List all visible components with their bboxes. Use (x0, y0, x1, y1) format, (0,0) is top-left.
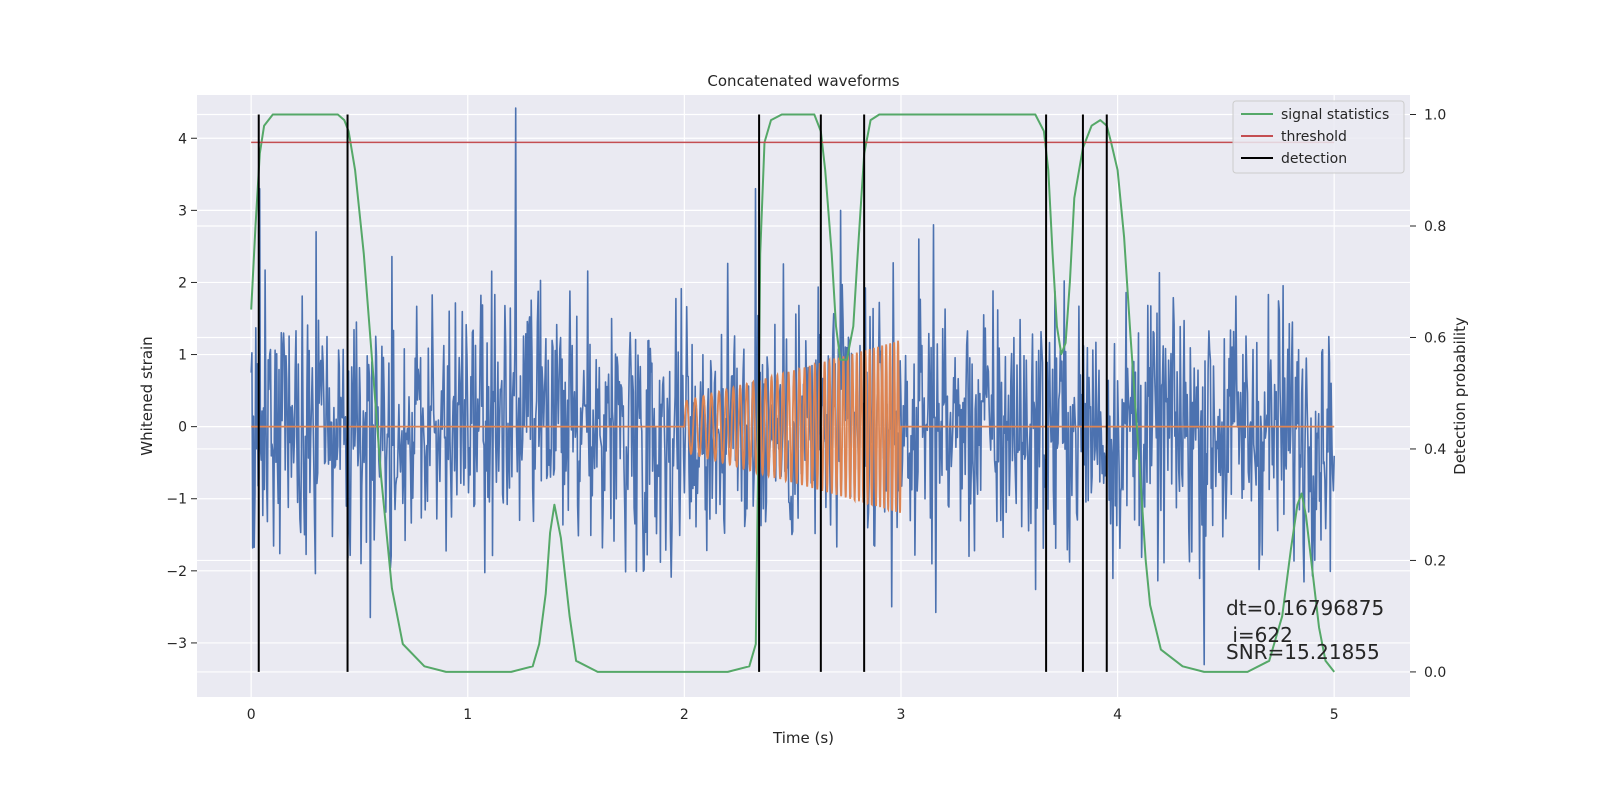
y2-tick-label: 0.8 (1424, 219, 1446, 235)
y2-tick-label: 0.2 (1424, 553, 1446, 569)
y2-tick-label: 0.4 (1424, 442, 1446, 458)
y-tick-label: 2 (178, 275, 187, 291)
x-tick-label: 1 (463, 707, 472, 723)
axes-layer: 0 1 2 3 4 5 −3 −2 −1 0 1 2 3 4 0.0 0.2 0.4 0.6 0.8 1.0 (166, 108, 1446, 723)
y2-tick-label: 0.6 (1424, 330, 1446, 346)
legend-label-detection: detection (1281, 151, 1347, 167)
x-axis-label: Time (s) (772, 729, 834, 747)
annotation-snr: SNR=15.21855 (1226, 640, 1380, 664)
x-tick-label: 3 (897, 707, 906, 723)
x-tick-label: 0 (247, 707, 256, 723)
y2-tick-label: 0.0 (1424, 665, 1446, 681)
chart-title: Concatenated waveforms (707, 72, 899, 90)
legend: signal statistics threshold detection (1232, 100, 1405, 174)
y2-axis-label: Detection probability (1451, 317, 1469, 475)
legend-box (1232, 100, 1405, 174)
y-tick-label: −3 (166, 636, 187, 652)
x-tick-label: 4 (1113, 707, 1122, 723)
x-tick-label: 2 (680, 707, 689, 723)
legend-label-signal-statistics: signal statistics (1281, 107, 1389, 123)
y-tick-label: 4 (178, 131, 187, 147)
y-tick-label: −1 (166, 492, 187, 508)
y-tick-label: −2 (166, 564, 187, 580)
y-tick-label: 1 (178, 348, 187, 364)
y-axis-label: Whitened strain (138, 336, 156, 455)
x-tick-label: 5 (1330, 707, 1339, 723)
y2-tick-label: 1.0 (1424, 108, 1446, 124)
signal-statistics-series (250, 113, 1335, 673)
annotation-dt: dt=0.16796875 (1226, 596, 1384, 620)
y-tick-label: 3 (178, 203, 187, 219)
annotation-index: i=622 (1226, 623, 1293, 647)
y-tick-label: 0 (178, 420, 187, 436)
annotation: dt=0.16796875 i=622 SNR=15.21855 (1226, 596, 1384, 664)
strain-series (250, 107, 1335, 666)
legend-label-threshold: threshold (1281, 129, 1347, 145)
series-layer (250, 107, 1335, 673)
